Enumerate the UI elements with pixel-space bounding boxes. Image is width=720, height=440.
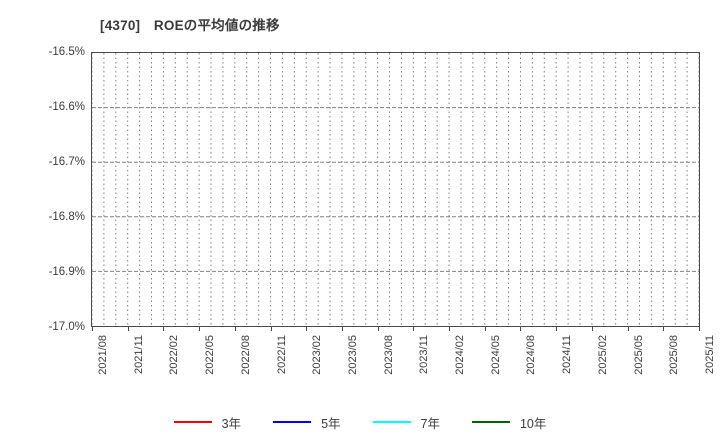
x-axis-tick-label: 2024/08 xyxy=(525,335,538,375)
legend-item[interactable]: 7年 xyxy=(372,413,440,432)
x-axis-tick-mark xyxy=(556,327,558,331)
legend-color-swatch xyxy=(273,421,312,423)
y-axis-tick-label: -16.7% xyxy=(48,156,85,168)
x-axis-tick-mark xyxy=(306,327,308,331)
chart-legend: 3年 5年 7年 10年 xyxy=(0,408,720,436)
plot-area xyxy=(91,52,700,327)
x-axis-tick-mark xyxy=(663,327,665,331)
x-axis-tick-mark xyxy=(627,327,629,331)
x-axis-tick-label: 2024/05 xyxy=(489,335,502,375)
x-axis-tick-mark xyxy=(520,327,522,331)
gridlines xyxy=(92,53,699,326)
x-axis-tick-label: 2022/08 xyxy=(239,335,252,375)
x-axis-tick-mark xyxy=(699,327,700,331)
x-axis-tick-label: 2023/05 xyxy=(346,335,359,375)
x-axis-tick-label: 2024/02 xyxy=(454,335,467,375)
x-axis-tick-label: 2023/02 xyxy=(311,335,324,375)
legend-color-swatch xyxy=(173,421,212,423)
legend-color-swatch xyxy=(471,421,510,423)
x-axis-tick-mark xyxy=(92,327,93,331)
legend-item[interactable]: 10年 xyxy=(471,413,547,432)
x-axis-tick-mark xyxy=(341,327,343,331)
y-axis: -16.5% -16.6% -16.7% -16.8% -16.9% -17.0% xyxy=(0,0,85,440)
x-axis-tick-mark xyxy=(234,327,236,331)
x-axis-tick-label: 2024/11 xyxy=(561,335,574,374)
legend-item[interactable]: 3年 xyxy=(173,413,242,432)
x-axis-tick-mark xyxy=(270,327,272,331)
x-axis-tick-mark xyxy=(199,327,201,331)
x-axis-tick-label: 2021/11 xyxy=(132,335,145,374)
x-axis-tick-label: 2022/11 xyxy=(275,335,288,374)
legend-label: 5年 xyxy=(321,416,341,431)
legend-item[interactable]: 5年 xyxy=(273,413,341,432)
x-axis-tick-label: 2022/05 xyxy=(204,335,217,375)
y-axis-tick-label: -16.5% xyxy=(48,46,85,58)
x-axis-tick-mark xyxy=(163,327,165,331)
x-axis-tick-mark xyxy=(449,327,451,331)
x-axis-tick-mark xyxy=(484,327,486,331)
data-series-layer xyxy=(92,53,699,326)
x-axis-tick-label: 2023/11 xyxy=(418,335,431,374)
y-axis-tick-label: -16.6% xyxy=(48,101,85,113)
y-axis-tick-label: -16.8% xyxy=(48,211,85,223)
x-axis-tick-label: 2023/08 xyxy=(382,335,395,375)
x-axis-tick-label: 2025/11 xyxy=(704,335,716,374)
x-axis: 2021/08 2021/11 2022/02 2022/05 2022/08 2022/… xyxy=(91,327,716,407)
legend-label: 7年 xyxy=(420,416,440,431)
x-axis-tick-label: 2022/02 xyxy=(168,335,181,375)
legend-label: 3年 xyxy=(221,416,242,431)
legend-label: 10年 xyxy=(519,416,547,431)
x-axis-tick-mark xyxy=(377,327,379,331)
x-axis-tick-mark xyxy=(127,327,129,331)
x-axis-tick-mark xyxy=(591,327,593,331)
x-axis-tick-label: 2021/08 xyxy=(97,335,109,375)
y-axis-tick-label: -16.9% xyxy=(48,266,85,278)
x-axis-tick-label: 2025/05 xyxy=(632,335,645,375)
chart-title: [4370] ROEの平均値の推移 xyxy=(100,18,280,33)
legend-color-swatch xyxy=(372,421,411,423)
x-axis-tick-label: 2025/08 xyxy=(668,335,681,375)
y-axis-tick-label: -17.0% xyxy=(48,321,85,333)
x-axis-tick-mark xyxy=(413,327,415,331)
x-axis-tick-label: 2025/02 xyxy=(596,335,609,375)
